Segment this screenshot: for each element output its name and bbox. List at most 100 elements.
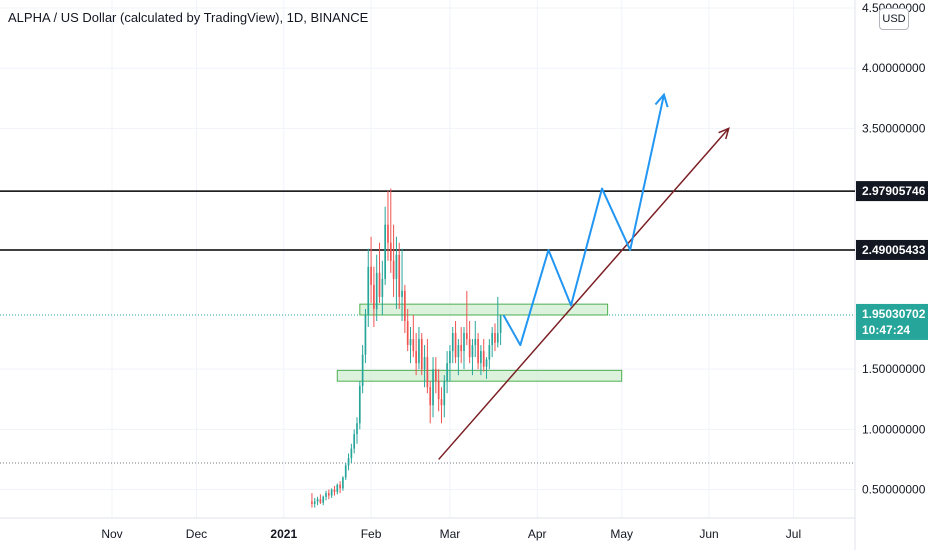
price-tick-label: 1.00000000 [862, 422, 926, 436]
candle [325, 490, 327, 501]
candle [339, 481, 341, 494]
candle-body [443, 381, 446, 406]
candle [460, 327, 463, 364]
candle-body [373, 284, 375, 309]
candle-body [406, 320, 409, 346]
candle [482, 339, 485, 372]
candle-body [418, 339, 420, 364]
candle [446, 351, 448, 394]
candle [494, 323, 496, 352]
candle [344, 463, 347, 480]
candle-body [454, 333, 457, 358]
candle [322, 495, 325, 506]
candle-body [440, 399, 443, 406]
candle [477, 333, 479, 370]
candle [387, 190, 389, 261]
candle-body [367, 266, 370, 315]
candle-body [322, 496, 325, 503]
candle-body [339, 484, 341, 489]
candle [434, 357, 437, 394]
candle [412, 314, 415, 358]
price-tick-label: 1.50000000 [862, 362, 926, 376]
candle [401, 248, 403, 321]
price-tick-label: 3.50000000 [862, 121, 926, 135]
candle [327, 489, 330, 500]
candle [463, 327, 465, 370]
candle [384, 206, 387, 285]
candle [440, 387, 443, 424]
candle [443, 375, 446, 418]
candle [437, 369, 440, 412]
trendline-arrowhead [718, 127, 730, 140]
candle-body [468, 339, 471, 358]
candle-body [313, 501, 316, 504]
time-tick-label: May [610, 527, 633, 541]
candle-body [370, 266, 372, 285]
time-tick-label: Mar [440, 527, 461, 541]
candle [316, 496, 319, 506]
candle [356, 417, 358, 444]
candle [488, 339, 491, 370]
candle [313, 497, 316, 508]
candle [429, 381, 432, 424]
candle [465, 290, 468, 346]
candle-body [356, 423, 358, 435]
candle [409, 327, 412, 364]
candle-body [333, 489, 336, 492]
candle-body [347, 458, 350, 466]
candle [449, 345, 451, 382]
candle-body [449, 351, 451, 364]
candle [367, 248, 370, 328]
price-tick-label: 4.00000000 [862, 61, 926, 75]
candle-body [353, 434, 356, 449]
candle-body [423, 357, 426, 370]
price-tick-label: 0.50000000 [862, 483, 926, 497]
candle-body [311, 501, 313, 504]
currency-button[interactable]: USD [879, 8, 909, 30]
candle [471, 339, 474, 376]
level-price-badge [856, 181, 928, 202]
time-tick-label: Nov [101, 527, 122, 541]
candles [311, 188, 502, 508]
candle [364, 308, 367, 364]
candle [333, 485, 336, 496]
candle-body [327, 493, 330, 496]
chart-title: ALPHA / US Dollar (calculated by Trading… [8, 10, 369, 25]
candle [395, 236, 398, 309]
candle [373, 266, 375, 328]
candle [491, 327, 494, 358]
candle-body [488, 345, 491, 360]
candle-body [319, 499, 322, 503]
candle-body [361, 354, 364, 387]
candle [361, 345, 364, 394]
current-price-label: 1.95030702 [862, 307, 926, 321]
candle-body [477, 339, 479, 364]
candle [353, 429, 356, 454]
candle-body [480, 351, 482, 364]
support-resistance-zones [336, 303, 623, 382]
candle-body [412, 339, 415, 352]
candle [319, 494, 322, 504]
candle-body [375, 272, 378, 309]
candle [358, 381, 361, 430]
candle-body [401, 290, 403, 297]
candle-body [381, 278, 384, 297]
candle-body [342, 477, 344, 489]
level-price-label: 2.49005433 [862, 243, 926, 257]
candle [398, 242, 401, 309]
candle-body [404, 290, 406, 321]
candle [468, 320, 471, 364]
countdown-label: 10:47:24 [862, 323, 910, 337]
candle [451, 327, 454, 364]
candle-body [491, 333, 494, 346]
horizontal-levels [0, 190, 855, 464]
candle-body [471, 345, 474, 358]
time-tick-label: 2021 [270, 527, 297, 541]
candle-body [451, 333, 454, 352]
candle-body [344, 465, 347, 478]
candle-body [420, 339, 423, 370]
candle-body [496, 333, 499, 343]
projection-arrowhead [654, 92, 669, 108]
